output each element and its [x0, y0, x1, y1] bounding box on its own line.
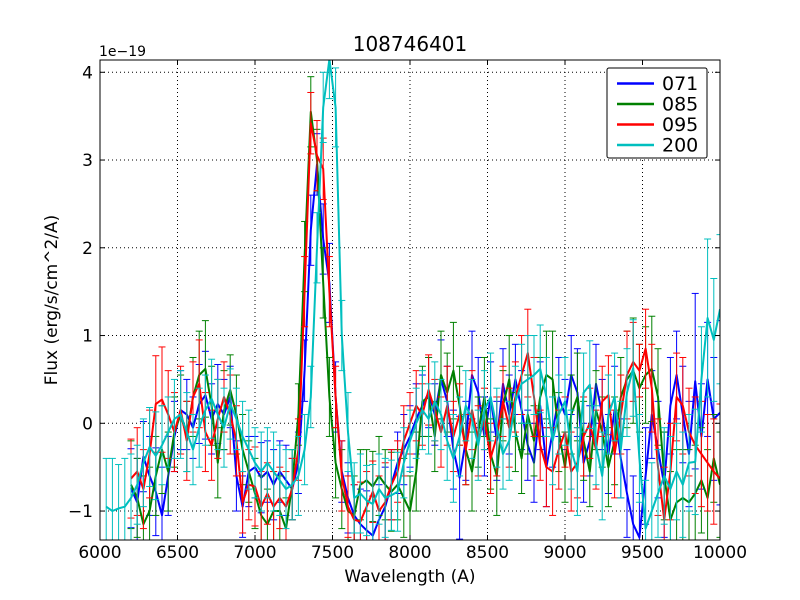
legend-entry: 095: [617, 114, 698, 136]
legend-entry: 085: [617, 94, 698, 116]
x-tick-label: 6000: [78, 543, 121, 563]
y-tick-label: 2: [82, 239, 93, 259]
y-axis-offset-label: 1e−19: [99, 44, 146, 60]
legend-entry: 200: [617, 135, 698, 157]
legend-entry-label: 200: [662, 135, 698, 157]
legend-entry-label: 071: [662, 73, 698, 95]
y-tick-labels: −1 0 1 2 3 4: [68, 63, 93, 522]
series-095: [127, 91, 720, 540]
spectrum-line-200: [105, 60, 720, 530]
y-tick-label: −1: [68, 502, 93, 522]
x-tick-label: 9500: [621, 543, 664, 563]
x-tick-label: 8500: [466, 543, 509, 563]
y-tick-label: 1: [82, 327, 93, 347]
x-axis-label: Wavelength (A): [344, 567, 475, 587]
x-tick-labels: 6000 6500 7000 7500 8000 8500 9000 9500 10000: [78, 543, 747, 563]
x-tick-label: 6500: [156, 543, 199, 563]
legend-entry-label: 085: [662, 94, 698, 116]
chart-title: 108746401: [353, 32, 468, 56]
x-tick-label: 7000: [233, 543, 276, 563]
y-tick-label: 0: [82, 414, 93, 434]
x-tick-label: 7500: [311, 543, 354, 563]
legend-entry: 071: [617, 73, 698, 95]
spectrum-line-071: [130, 163, 720, 539]
y-axis-label: Flux (erg/s/cm^2/A): [42, 215, 62, 386]
series-200: [102, 60, 720, 540]
x-tick-label: 8000: [388, 543, 431, 563]
x-tick-label: 9000: [543, 543, 586, 563]
x-tick-label: 10000: [693, 543, 747, 563]
legend-entry-label: 095: [662, 114, 698, 136]
legend-box: [606, 67, 708, 159]
axis-ticks: [99, 60, 721, 540]
plot-data: [102, 60, 720, 540]
y-tick-label: 4: [82, 63, 93, 83]
y-tick-label: 3: [82, 151, 93, 171]
